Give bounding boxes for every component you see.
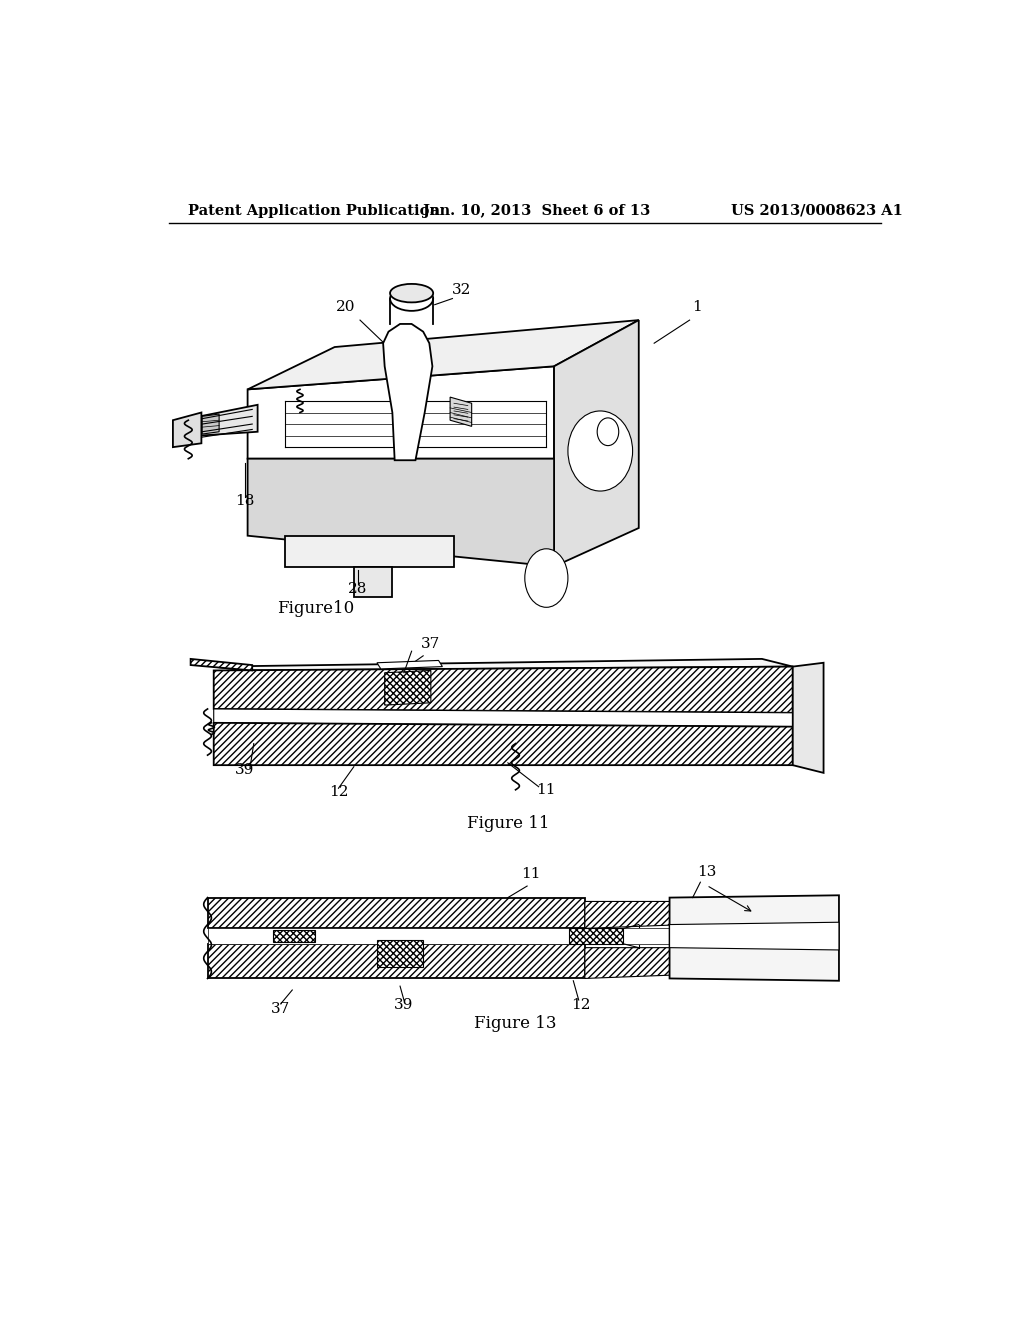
Text: 12: 12: [571, 998, 591, 1012]
Polygon shape: [670, 895, 839, 981]
Text: Jan. 10, 2013  Sheet 6 of 13: Jan. 10, 2013 Sheet 6 of 13: [423, 203, 650, 218]
Polygon shape: [451, 397, 472, 426]
Ellipse shape: [597, 418, 618, 446]
Text: Figure10: Figure10: [276, 599, 354, 616]
Polygon shape: [377, 660, 442, 669]
Polygon shape: [383, 323, 432, 461]
Polygon shape: [248, 321, 639, 389]
Polygon shape: [208, 898, 585, 928]
Text: 28: 28: [348, 582, 368, 597]
Text: 18: 18: [234, 494, 254, 508]
Text: 39: 39: [234, 763, 254, 777]
Text: 1: 1: [691, 300, 701, 314]
Text: Figure 11: Figure 11: [467, 816, 549, 833]
Text: 12: 12: [329, 785, 348, 799]
Text: 39: 39: [394, 998, 414, 1012]
Text: 32: 32: [452, 282, 471, 297]
Polygon shape: [173, 412, 202, 447]
Polygon shape: [193, 424, 200, 436]
Text: 37: 37: [421, 638, 440, 651]
Polygon shape: [377, 940, 423, 966]
Text: 20: 20: [337, 300, 356, 314]
Text: Figure 13: Figure 13: [474, 1015, 557, 1032]
Polygon shape: [190, 659, 252, 671]
Polygon shape: [214, 667, 793, 713]
Text: Patent Application Publication: Patent Application Publication: [188, 203, 440, 218]
Text: 11: 11: [537, 783, 556, 797]
Polygon shape: [248, 367, 554, 459]
Polygon shape: [273, 929, 315, 942]
Polygon shape: [354, 566, 392, 597]
Text: US 2013/0008623 A1: US 2013/0008623 A1: [731, 203, 903, 218]
Ellipse shape: [524, 549, 568, 607]
Polygon shape: [793, 663, 823, 774]
Polygon shape: [385, 671, 431, 705]
Text: 13: 13: [697, 865, 716, 879]
Polygon shape: [200, 405, 258, 436]
Polygon shape: [670, 923, 839, 950]
Polygon shape: [208, 944, 585, 978]
Polygon shape: [208, 928, 685, 944]
Polygon shape: [214, 723, 793, 766]
Polygon shape: [554, 321, 639, 566]
Polygon shape: [214, 709, 793, 726]
Ellipse shape: [568, 411, 633, 491]
Polygon shape: [214, 659, 793, 671]
Text: 11: 11: [521, 867, 541, 882]
Ellipse shape: [390, 286, 433, 312]
Polygon shape: [585, 948, 685, 978]
Ellipse shape: [390, 284, 433, 302]
Polygon shape: [248, 459, 554, 566]
Text: 37: 37: [271, 1002, 291, 1016]
Polygon shape: [569, 928, 624, 944]
Polygon shape: [285, 536, 454, 566]
Polygon shape: [585, 902, 685, 928]
Polygon shape: [202, 414, 219, 434]
